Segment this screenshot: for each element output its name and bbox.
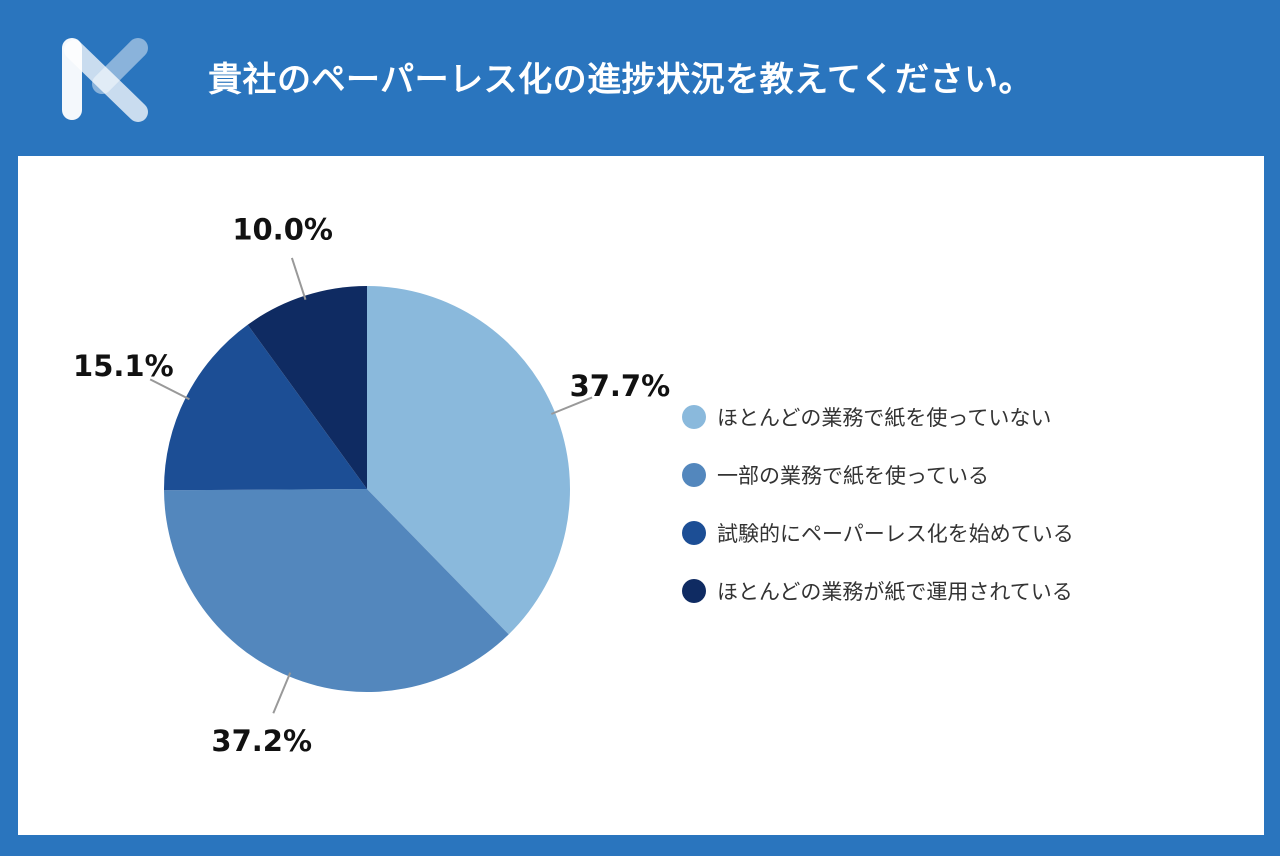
pie-slice-4 — [247, 286, 367, 489]
leader-line-3 — [149, 378, 190, 401]
header: 貴社のペーパーレス化の進捗状況を教えてください。 — [0, 0, 1280, 156]
legend-item-3: 試験的にペーパーレス化を始めている — [682, 504, 1074, 562]
legend: ほとんどの業務で紙を使っていない 一部の業務で紙を使っている試験的にペーパーレス化… — [682, 388, 1074, 620]
pie-chart: 37.7% 37.2% 15.1% 10.0% — [73, 212, 671, 758]
legend-swatch-1 — [682, 405, 706, 429]
legend-label-4: ほとんどの業務が紙で運用されている — [717, 580, 1073, 604]
pie-slice-3 — [164, 324, 367, 491]
leader-line-1 — [550, 396, 593, 415]
leader-line-4 — [290, 257, 307, 301]
legend-label-2: 一部の業務で紙を使っている — [717, 464, 989, 488]
value-label-3: 15.1% — [73, 349, 174, 383]
legend-swatch-3 — [682, 521, 706, 545]
legend-item-1: ほとんどの業務で紙を使っていない — [682, 388, 1074, 446]
pie-slice-2 — [164, 489, 509, 692]
legend-swatch-2 — [682, 463, 706, 487]
legend-label-1: ほとんどの業務で紙を使っていない — [717, 406, 1052, 430]
chart-panel: 37.7% 37.2% 15.1% 10.0% ほとんどの業務で紙を使っていない 一部の… — [18, 156, 1264, 835]
value-label-2: 37.2% — [211, 724, 312, 758]
legend-item-4: ほとんどの業務が紙で運用されている — [682, 562, 1074, 620]
x-logo-icon — [62, 38, 148, 122]
legend-label-3: 試験的にペーパーレス化を始めている — [717, 522, 1074, 546]
leader-line-2 — [272, 672, 292, 714]
value-label-4: 10.0% — [232, 212, 333, 246]
legend-swatch-4 — [682, 579, 706, 603]
value-label-1: 37.7% — [570, 369, 671, 403]
page-title: 貴社のペーパーレス化の進捗状況を教えてください。 — [208, 60, 1033, 100]
pie-slice-1 — [367, 286, 570, 635]
legend-item-2: 一部の業務で紙を使っている — [682, 446, 1074, 504]
